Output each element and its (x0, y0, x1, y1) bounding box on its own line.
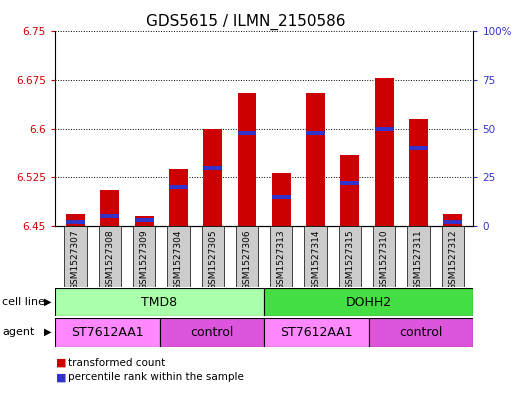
Bar (203, 129, 222, 226)
Text: ST7612AA1: ST7612AA1 (71, 326, 143, 339)
Bar (304, 226, 327, 287)
Bar (237, 130, 256, 134)
Text: GSM1527313: GSM1527313 (277, 229, 286, 290)
Bar (441, 226, 464, 287)
Bar (55, 288, 264, 316)
Bar (237, 93, 256, 226)
Bar (374, 127, 394, 130)
Bar (55, 318, 160, 347)
Text: ▶: ▶ (44, 327, 51, 337)
Text: GSM1527308: GSM1527308 (105, 229, 115, 290)
Bar (160, 318, 264, 347)
Bar (264, 288, 473, 316)
Bar (272, 173, 291, 226)
Bar (339, 226, 361, 287)
Text: agent: agent (2, 327, 35, 337)
Bar (409, 146, 428, 150)
Text: control: control (400, 326, 442, 339)
Bar (169, 185, 188, 189)
Text: control: control (190, 326, 233, 339)
Text: ■: ■ (56, 358, 67, 368)
Bar (272, 195, 291, 199)
Text: cell line: cell line (2, 297, 45, 307)
Text: GSM1527311: GSM1527311 (414, 229, 423, 290)
Bar (369, 318, 473, 347)
Bar (407, 226, 429, 287)
Text: ▶: ▶ (44, 297, 51, 307)
Text: GSM1527306: GSM1527306 (243, 229, 252, 290)
Bar (270, 226, 292, 287)
Bar (203, 166, 222, 169)
Text: GSM1527305: GSM1527305 (208, 229, 217, 290)
Text: GSM1527310: GSM1527310 (380, 229, 389, 290)
Bar (201, 226, 224, 287)
Bar (100, 214, 119, 218)
Text: GSM1527307: GSM1527307 (71, 229, 80, 290)
Text: GSM1527309: GSM1527309 (140, 229, 149, 290)
Text: ■: ■ (56, 372, 67, 382)
Bar (340, 155, 359, 226)
Bar (444, 214, 462, 226)
Bar (64, 226, 87, 287)
Bar (264, 318, 369, 347)
Bar (409, 119, 428, 226)
Bar (133, 226, 155, 287)
Bar (169, 169, 188, 226)
Bar (444, 220, 462, 224)
Bar (306, 93, 325, 226)
Text: DOHH2: DOHH2 (346, 296, 392, 309)
Bar (373, 226, 395, 287)
Text: transformed count: transformed count (68, 358, 165, 368)
Bar (236, 226, 258, 287)
Text: percentile rank within the sample: percentile rank within the sample (68, 372, 244, 382)
Bar (340, 181, 359, 185)
Text: GSM1527314: GSM1527314 (311, 229, 320, 290)
Bar (306, 130, 325, 134)
Text: GSM1527315: GSM1527315 (345, 229, 355, 290)
Text: ST7612AA1: ST7612AA1 (280, 326, 353, 339)
Bar (134, 218, 154, 222)
Bar (167, 226, 189, 287)
Text: GSM1527312: GSM1527312 (448, 229, 457, 290)
Bar (100, 190, 119, 226)
Bar (134, 216, 154, 226)
Bar (99, 226, 121, 287)
Text: GSM1527304: GSM1527304 (174, 229, 183, 290)
Bar (66, 220, 85, 224)
Bar (66, 214, 85, 226)
Text: TMD8: TMD8 (141, 296, 178, 309)
Bar (374, 78, 394, 226)
Text: GDS5615 / ILMN_2150586: GDS5615 / ILMN_2150586 (146, 14, 346, 30)
